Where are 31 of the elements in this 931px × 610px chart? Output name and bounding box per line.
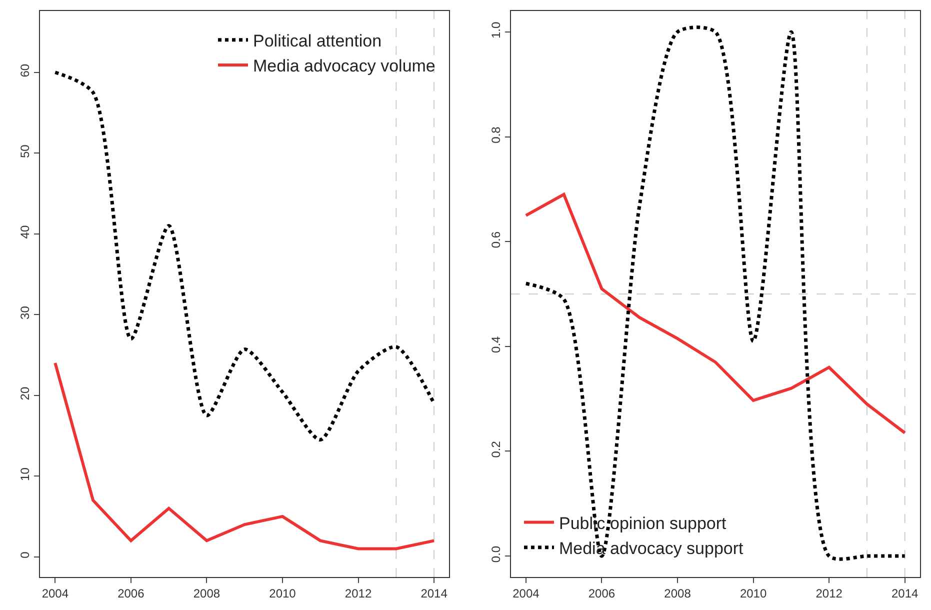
legend-label: Media advocacy support (558, 538, 744, 558)
x-tick-label: 2008 (193, 586, 220, 600)
y-tick-label: 0.4 (489, 336, 503, 353)
legend-label: Media advocacy volume (253, 56, 436, 76)
x-tick-label: 2006 (118, 586, 145, 600)
y-tick-label: 0.0 (489, 546, 503, 563)
x-tick-label: 2010 (740, 586, 767, 600)
x-tick-label: 2014 (420, 586, 448, 600)
x-tick-label: 2004 (42, 586, 69, 600)
y-tick-label: 10 (18, 467, 32, 481)
line-series (524, 192, 906, 434)
x-tick-label: 2008 (664, 586, 692, 600)
x-tick-label: 2006 (588, 586, 616, 600)
y-tick-label: 0.8 (489, 126, 503, 144)
x-tick-label: 2010 (269, 586, 296, 600)
y-tick-label: 20 (18, 386, 32, 400)
x-tick-label: 2004 (512, 586, 540, 600)
y-tick-label: 0.2 (489, 440, 503, 458)
y-tick-label: 1.0 (489, 21, 503, 39)
x-tick-label: 2012 (344, 586, 372, 600)
legend-label: Political attention (253, 32, 382, 50)
x-tick-label: 2014 (891, 586, 919, 600)
line-series (54, 362, 436, 550)
y-tick-label: 40 (18, 225, 32, 239)
y-tick-label: 50 (18, 144, 32, 158)
y-tick-label: 30 (18, 306, 32, 320)
y-tick-label: 0.6 (489, 231, 503, 248)
y-tick-label: 0 (18, 551, 32, 558)
y-tick-label: 60 (18, 64, 32, 78)
legend-label: Public opinion support (558, 514, 727, 533)
x-tick-label: 2012 (816, 586, 843, 600)
